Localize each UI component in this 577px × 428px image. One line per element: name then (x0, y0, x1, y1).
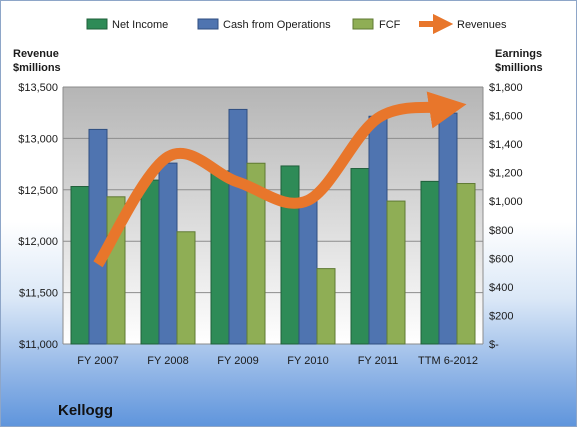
bar-net-income (140, 179, 160, 345)
bar-net-income (210, 170, 230, 345)
legend-label-revenues: Revenues (457, 19, 507, 31)
bar-net-income (70, 186, 90, 345)
right-tick-label: $1,000 (489, 196, 523, 208)
bar-cash-from-operations (298, 199, 318, 345)
revenues-line (93, 91, 467, 268)
bar-cash-from-operations (88, 128, 108, 345)
right-axis-title-line-2: $millions (495, 62, 543, 74)
bar-fcf (456, 183, 476, 345)
tick-labels: $13,500 $13,000 $12,500 $12,000 $11,500 $11,0… (18, 82, 522, 367)
bar-net-income (280, 165, 300, 345)
right-tick-label: $1,600 (489, 111, 523, 123)
x-tick-label: FY 2011 (358, 355, 399, 367)
legend-label-cash-from-operations: Cash from Operations (223, 19, 331, 31)
right-tick-label: $- (489, 339, 499, 351)
x-tick-label: FY 2009 (217, 355, 258, 367)
left-tick-label: $12,500 (18, 185, 58, 197)
right-tick-label: $600 (489, 253, 513, 265)
x-tick-label: FY 2007 (77, 355, 118, 367)
bar-fcf (246, 162, 266, 345)
company-name: Kellogg (58, 402, 113, 419)
plot-area (63, 87, 483, 344)
legend-label-net-income: Net Income (112, 19, 168, 31)
legend: Net Income Cash from Operations FCF Reve… (86, 13, 507, 35)
x-tick-label: TTM 6-2012 (418, 355, 478, 367)
left-tick-label: $13,500 (18, 82, 58, 94)
gridlines (62, 86, 484, 345)
bar-cash-from-operations (158, 162, 178, 345)
legend-swatch-cash-from-operations (197, 18, 219, 30)
right-tick-label: $1,200 (489, 168, 523, 180)
bar-net-income (420, 180, 440, 345)
x-tick-label: FY 2008 (147, 355, 188, 367)
bar-cash-from-operations (368, 115, 388, 345)
x-tick-label: FY 2010 (287, 355, 328, 367)
right-tick-label: $200 (489, 310, 513, 322)
right-tick-label: $1,800 (489, 82, 523, 94)
bar-fcf (386, 200, 406, 345)
bar-net-income (350, 168, 370, 345)
right-tick-label: $800 (489, 225, 513, 237)
bar-cash-from-operations (228, 108, 248, 345)
legend-label-fcf: FCF (379, 19, 401, 31)
right-tick-label: $1,400 (489, 139, 523, 151)
left-axis-title-line-2: $millions (13, 62, 61, 74)
bar-cash-from-operations (438, 112, 458, 345)
legend-swatch-fcf (352, 18, 374, 30)
legend-swatch-net-income (86, 18, 108, 30)
bar-fcf (176, 231, 196, 345)
bar-fcf (316, 268, 336, 345)
right-axis-title-line-1: Earnings (495, 48, 542, 60)
left-tick-label: $11,500 (19, 288, 58, 300)
left-tick-label: $11,000 (19, 339, 58, 351)
left-tick-label: $12,000 (18, 236, 58, 248)
left-tick-label: $13,000 (18, 133, 58, 145)
left-axis-title-line-1: Revenue (13, 48, 59, 60)
right-tick-label: $400 (489, 282, 513, 294)
